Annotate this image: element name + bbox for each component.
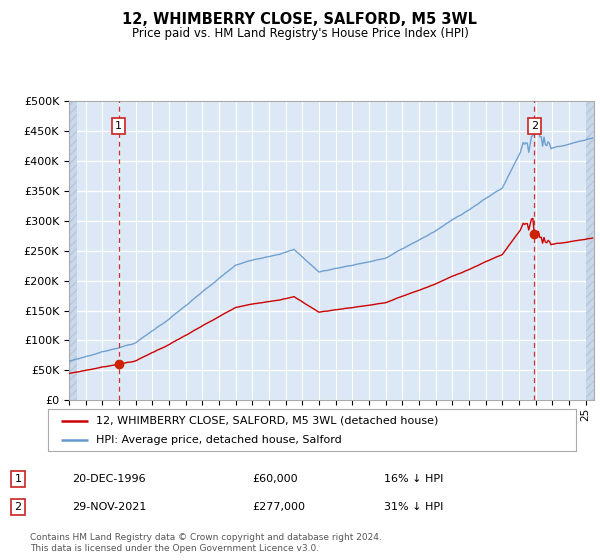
Text: Contains HM Land Registry data © Crown copyright and database right 2024.
This d: Contains HM Land Registry data © Crown c…	[30, 533, 382, 553]
Text: 16% ↓ HPI: 16% ↓ HPI	[384, 474, 443, 484]
Text: £277,000: £277,000	[252, 502, 305, 512]
Text: 12, WHIMBERRY CLOSE, SALFORD, M5 3WL: 12, WHIMBERRY CLOSE, SALFORD, M5 3WL	[122, 12, 478, 27]
Text: HPI: Average price, detached house, Salford: HPI: Average price, detached house, Salf…	[95, 435, 341, 445]
Text: 12, WHIMBERRY CLOSE, SALFORD, M5 3WL (detached house): 12, WHIMBERRY CLOSE, SALFORD, M5 3WL (de…	[95, 416, 438, 426]
Text: Price paid vs. HM Land Registry's House Price Index (HPI): Price paid vs. HM Land Registry's House …	[131, 27, 469, 40]
Text: 31% ↓ HPI: 31% ↓ HPI	[384, 502, 443, 512]
Bar	[69, 101, 77, 400]
Text: 2: 2	[14, 502, 22, 512]
Text: 1: 1	[115, 122, 122, 131]
Bar	[586, 101, 600, 400]
Text: 29-NOV-2021: 29-NOV-2021	[72, 502, 146, 512]
Text: 2: 2	[530, 122, 538, 131]
Text: 20-DEC-1996: 20-DEC-1996	[72, 474, 146, 484]
Text: £60,000: £60,000	[252, 474, 298, 484]
Text: 1: 1	[14, 474, 22, 484]
